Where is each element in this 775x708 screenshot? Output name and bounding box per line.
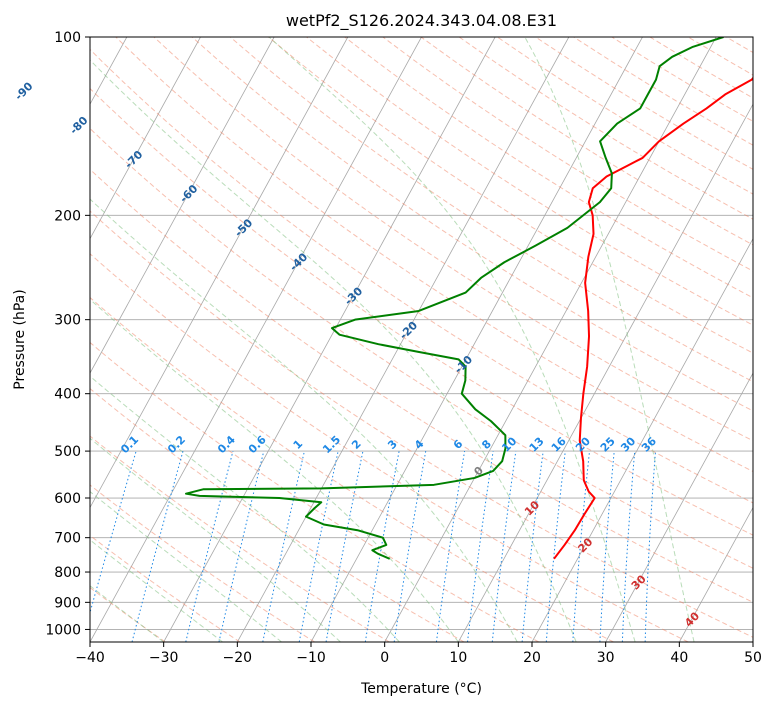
moist-adiabat [90, 198, 518, 642]
x-tick-label: 40 [670, 650, 688, 666]
isotherm-line [236, 37, 570, 642]
dry-adiabat [90, 127, 753, 569]
mixing-ratio-line [185, 450, 234, 642]
isotherm-line [531, 237, 753, 642]
dry-adiabat [90, 296, 614, 642]
plot-frame [89, 36, 754, 643]
y-tick-label: 400 [54, 387, 81, 403]
dry-adiabat [90, 435, 390, 642]
dry-adiabat [229, 37, 753, 383]
x-tick-label: −30 [149, 650, 179, 666]
temperature-profile [553, 76, 753, 560]
mixing-ratio-line [218, 450, 265, 642]
moist-adiabat [90, 59, 577, 642]
x-tick-label: 10 [449, 650, 467, 666]
x-tick-label: −40 [75, 650, 105, 666]
chart-title: wetPf2_S126.2024.343.04.08.E31 [286, 11, 557, 31]
dry-adiabat [90, 48, 753, 504]
y-tick-label: 200 [54, 208, 81, 224]
y-tick-label: 800 [54, 565, 81, 581]
mixing-ratio-line [545, 451, 566, 642]
isotherm-line [310, 37, 643, 642]
dry-adiabat [268, 37, 753, 354]
mixing-ratio-line [467, 451, 494, 642]
dry-adiabat [90, 253, 689, 642]
mixing-ratio-line [131, 450, 184, 642]
isotherm-line [457, 103, 753, 642]
dry-adiabat [90, 87, 753, 536]
y-tick-label: 300 [54, 313, 81, 329]
y-tick-label: 1000 [45, 622, 81, 638]
x-tick-label: −10 [296, 650, 326, 666]
isotherm-line [90, 37, 422, 642]
mixing-ratio-line [262, 450, 305, 642]
isotherm-line [90, 37, 275, 374]
dry-adiabat [90, 387, 465, 642]
mixing-ratio-line [435, 451, 466, 642]
plot-area [90, 37, 753, 642]
y-axis-label: Pressure (hPa) [12, 289, 28, 389]
isotherm-line [90, 37, 349, 509]
dewpoint-profile [185, 37, 724, 560]
axis-layer: −40 −30 −20 −10 0 10 20 30 40 50 1000 900 800 700 600 5… [45, 30, 762, 666]
x-tick-label: 30 [597, 650, 615, 666]
isotherm-line [90, 37, 201, 240]
x-tick-label: 20 [523, 650, 541, 666]
dry-adiabat [90, 586, 166, 642]
x-tick-label: 50 [744, 650, 762, 666]
mixing-ratio-line [90, 450, 137, 615]
moist-adiabat [90, 298, 459, 642]
mixing-ratio-line [572, 451, 591, 642]
isotherm-line [605, 372, 753, 642]
x-axis-label: Temperature (°C) [360, 681, 482, 697]
moist-adiabat [90, 375, 400, 642]
x-tick-label: −20 [223, 650, 253, 666]
mixing-ratio-line [521, 451, 544, 642]
x-tick-label: 0 [380, 650, 389, 666]
dry-adiabat [90, 168, 753, 603]
isotherm-line [678, 506, 753, 642]
dry-adiabat [90, 210, 753, 638]
y-tick-label: 900 [54, 595, 81, 611]
y-tick-label: 100 [54, 30, 81, 46]
dry-adiabat [115, 37, 753, 473]
dry-adiabat [306, 37, 753, 326]
dry-adiabat [90, 341, 540, 642]
moist-adiabat [524, 37, 695, 642]
isotherm-line [384, 37, 717, 642]
dry-adiabat [153, 37, 753, 442]
dry-adiabat [344, 37, 753, 299]
y-tick-label: 700 [54, 531, 81, 547]
mixing-ratio-line [491, 451, 517, 642]
dry-adiabat [90, 534, 241, 642]
y-tick-label: 500 [54, 444, 81, 460]
y-tick-label: 600 [54, 491, 81, 507]
moist-adiabat [90, 490, 282, 642]
isotherm-line [163, 37, 496, 642]
